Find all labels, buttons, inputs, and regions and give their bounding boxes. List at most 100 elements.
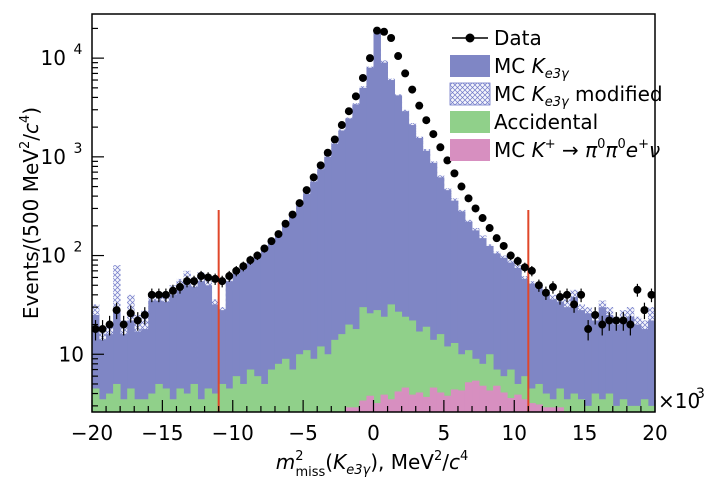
data-point-57: [492, 234, 501, 243]
bar-accidental-71: [591, 393, 600, 412]
bar-accidental-22: [246, 369, 255, 412]
bar-accidental-61: [521, 376, 529, 412]
data-point-20: [232, 266, 241, 275]
bar-accidental-40: [373, 310, 381, 412]
bar-mc-k-e3-23: [253, 255, 262, 412]
bar-mc-k-e3-4: [120, 334, 128, 412]
bar-mc-k-0-0e-43: [394, 391, 403, 412]
bar-mc-k-e3-49: [436, 177, 445, 412]
bar-accidental-2: [106, 393, 114, 412]
x-tick-label: −20: [71, 421, 113, 445]
bar-accidental-78: [640, 399, 649, 412]
bar-accidental-19: [225, 388, 234, 412]
bar-mc-k-e3-62: [528, 283, 536, 412]
data-point-33: [323, 148, 332, 157]
legend-item-mc-k-0-0e: MC K+ → π0π0e+ν: [450, 137, 660, 162]
bar-mc-k-e3-35: [338, 130, 346, 412]
bar-mc-k-e3-1: [99, 339, 107, 412]
bar-mc-k-0-0e-55: [479, 385, 487, 412]
data-point-75: [619, 316, 628, 325]
data-point-8: [147, 290, 156, 299]
bar-mc-k-e3-34: [331, 143, 339, 412]
bar-mc-k-e3-9: [155, 300, 163, 412]
x-multiplier-exponent: 3: [696, 386, 705, 402]
bar-accidental-24: [260, 383, 269, 412]
bar-mc-k-e3-24: [260, 249, 269, 412]
legend-swatch: [450, 55, 490, 77]
data-point-60: [513, 257, 522, 266]
data-point-7: [140, 310, 149, 319]
bar-mc-k-e3-25: [267, 242, 276, 412]
data-point-54: [471, 204, 480, 213]
bar-accidental-16: [204, 388, 213, 412]
bar-accidental-21: [239, 383, 248, 412]
bar-accidental-35: [338, 334, 346, 412]
data-point-50: [443, 156, 452, 165]
data-point-78: [640, 306, 649, 315]
data-point-53: [464, 194, 473, 203]
bar-accidental-3: [113, 383, 121, 412]
bar-mc-k-e3-12: [176, 289, 184, 412]
y-tick-label: 10: [59, 342, 84, 366]
bar-mc-k-e3-39: [366, 67, 374, 412]
bar-mc-k-e3-78: [640, 329, 649, 412]
legend-label: Accidental: [494, 110, 598, 134]
bar-mc-k-0-0e-42: [387, 399, 396, 412]
bar-mc-k-e3-13: [183, 285, 191, 412]
bar-mc-k-e3-21: [239, 267, 248, 412]
data-point-40: [373, 26, 382, 35]
bar-accidental-14: [190, 383, 198, 412]
legend-label: MC K+ → π0π0e+ν: [494, 137, 660, 162]
bar-mc-k-e3-76: [626, 316, 635, 412]
bar-mc-k-0-0e-36: [345, 407, 353, 412]
bar-mc-k-e3-30: [303, 194, 311, 412]
bar-mc-k-e3-3: [113, 310, 121, 412]
bar-accidental-48: [429, 339, 438, 412]
bar-mc-k-0-0e-64: [542, 407, 550, 412]
bar-mc-k-e3-68: [570, 297, 578, 412]
data-point-16: [204, 273, 213, 282]
bar-mc-k-e3-56: [486, 245, 494, 412]
x-tick-label: 5: [438, 421, 451, 445]
bar-accidental-30: [303, 350, 311, 412]
bar-accidental-72: [598, 399, 607, 412]
bar-accidental-33: [324, 354, 332, 412]
bar-mc-k-e3-22: [246, 262, 255, 412]
data-point-39: [365, 54, 374, 63]
bar-accidental-41: [380, 316, 388, 412]
data-point-31: [309, 173, 318, 182]
bar-accidental-63: [535, 383, 543, 412]
bar-mc-k-0-0e-44: [401, 387, 410, 412]
data-point-9: [154, 290, 163, 299]
data-point-79: [647, 290, 655, 299]
legend-item-mc-k-e3: MC Ke3γ: [450, 54, 570, 82]
x-tick-label: 15: [572, 421, 597, 445]
bar-mc-k-e3-50: [443, 190, 452, 412]
data-point-35: [337, 121, 346, 130]
bar-accidental-47: [422, 326, 431, 412]
bar-mc-k-e3-43: [394, 95, 403, 412]
data-point-5: [126, 309, 135, 318]
bar-accidental-77: [633, 405, 642, 412]
bar-mc-k-e3-53: [464, 221, 473, 412]
bar-mc-k-e3-28: [289, 216, 297, 412]
bar-accidental-6: [134, 399, 142, 412]
data-point-64: [541, 288, 550, 297]
data-point-19: [225, 272, 234, 281]
bar-accidental-42: [387, 304, 396, 412]
bar-mc-k-e3-74: [612, 324, 621, 412]
bar-accidental-68: [570, 393, 578, 412]
bar-accidental-5: [127, 388, 135, 412]
bar-mc-k-e3-79: [647, 320, 655, 412]
bar-mc-k-0-0e-61: [521, 399, 529, 412]
bar-mc-k-e3-59: [507, 262, 515, 412]
data-point-12: [175, 283, 184, 292]
data-point-30: [302, 186, 311, 195]
bar-mc-k-e3-65: [549, 299, 557, 412]
data-point-24: [260, 244, 269, 253]
data-point-67: [563, 290, 572, 299]
bar-accidental-75: [619, 399, 628, 412]
legend-item-data: Data: [452, 26, 542, 50]
data-point-72: [598, 320, 607, 329]
data-point-4: [119, 320, 128, 329]
